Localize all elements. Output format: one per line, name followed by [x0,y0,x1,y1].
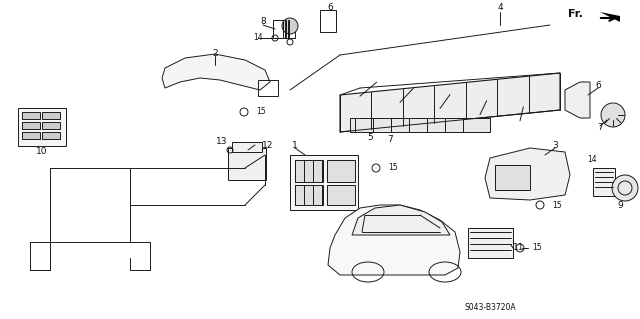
Bar [232,142,262,152]
Text: 4: 4 [497,4,503,12]
Bar [228,148,266,180]
Bar [593,168,615,196]
Text: 5: 5 [367,133,373,143]
Polygon shape [485,148,570,200]
Ellipse shape [601,103,625,127]
Bar [295,160,323,182]
Text: 12: 12 [262,140,274,150]
Bar [295,185,323,205]
Text: 10: 10 [36,147,48,157]
Text: 15: 15 [256,108,266,116]
Bar [290,155,358,210]
Text: 8: 8 [260,18,266,26]
Text: 14: 14 [587,155,597,165]
Ellipse shape [612,175,638,201]
Text: 2: 2 [212,49,218,58]
Text: 15: 15 [532,243,541,253]
Text: 6: 6 [327,4,333,12]
Text: Fr.: Fr. [568,9,582,19]
Text: 15: 15 [552,201,562,210]
Text: 9: 9 [617,201,623,210]
Ellipse shape [282,18,298,34]
Text: 13: 13 [216,137,228,146]
Bar [468,228,513,258]
Bar [42,112,60,119]
Bar [42,132,60,139]
Bar [42,122,60,129]
Text: 7: 7 [387,136,393,145]
Polygon shape [162,54,270,90]
Text: 15: 15 [388,164,397,173]
Polygon shape [328,205,460,275]
Polygon shape [600,12,620,22]
Polygon shape [565,82,590,118]
Bar [350,118,490,132]
Polygon shape [340,73,560,132]
Bar [327,185,355,205]
Bar [327,160,355,182]
Text: 3: 3 [552,140,558,150]
Bar [495,165,530,190]
Text: 7: 7 [597,123,603,132]
Bar [258,80,278,96]
Bar [22,122,40,129]
Bar [22,132,40,139]
Bar [273,20,295,38]
Text: 11: 11 [513,243,525,253]
Bar [22,112,40,119]
Text: 14: 14 [253,33,263,42]
Polygon shape [352,205,450,235]
Text: S043-B3720A: S043-B3720A [464,303,516,313]
Text: 1: 1 [292,140,298,150]
Text: 6: 6 [595,80,601,90]
Bar [18,108,66,146]
